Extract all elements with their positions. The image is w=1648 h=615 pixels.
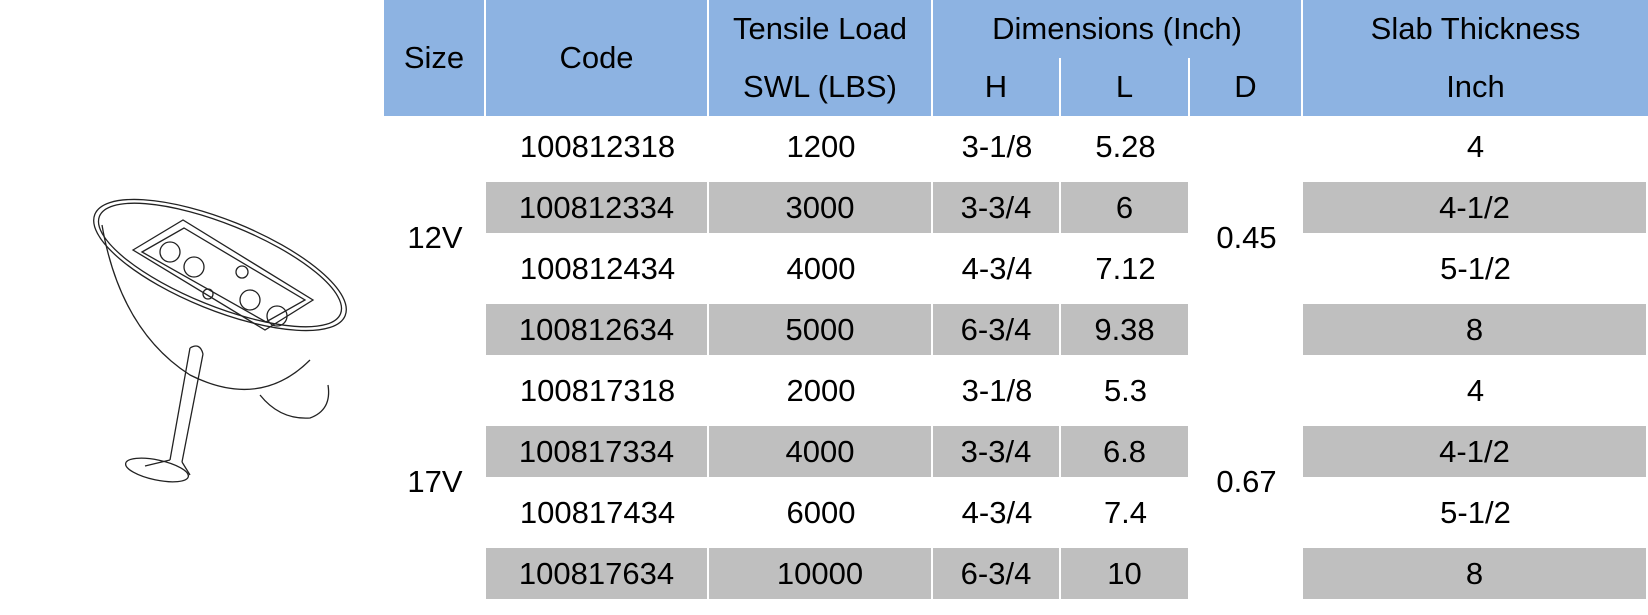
cell-slab: 8: [1303, 299, 1648, 360]
cell-code: 100817318: [486, 360, 709, 421]
cell-d: 0.45: [1190, 116, 1303, 360]
header-swl: SWL (LBS): [709, 58, 933, 116]
cell-h: 6-3/4: [933, 543, 1061, 604]
cell-swl: 3000: [709, 177, 933, 238]
cell-slab: 4-1/2: [1303, 421, 1648, 482]
cell-code: 100812318: [486, 116, 709, 177]
header-dimensions: Dimensions (Inch): [933, 0, 1303, 58]
header-tensile-load: Tensile Load: [709, 0, 933, 58]
cell-l: 6: [1061, 177, 1190, 238]
table-row: 100817334 4000 3-3/4 6.8 4-1/2: [384, 421, 1648, 482]
cell-slab: 4: [1303, 116, 1648, 177]
cell-l: 10: [1061, 543, 1190, 604]
header-row-1: Size Code Tensile Load Dimensions (Inch)…: [384, 0, 1648, 116]
header-h: H: [933, 58, 1061, 116]
header-l: L: [1061, 58, 1190, 116]
cell-h: 3-3/4: [933, 177, 1061, 238]
table-row: 100817634 10000 6-3/4 10 8: [384, 543, 1648, 604]
cell-l: 9.38: [1061, 299, 1190, 360]
table-row: 100812434 4000 4-3/4 7.12 5-1/2: [384, 238, 1648, 299]
header-size: Size: [384, 0, 486, 116]
cell-h: 3-1/8: [933, 360, 1061, 421]
cell-swl: 4000: [709, 238, 933, 299]
anchor-spec-table: Size Code Tensile Load Dimensions (Inch)…: [384, 0, 1648, 604]
cell-swl: 4000: [709, 421, 933, 482]
cell-slab: 4: [1303, 360, 1648, 421]
cell-l: 6.8: [1061, 421, 1190, 482]
table-row: 100812634 5000 6-3/4 9.38 8: [384, 299, 1648, 360]
cell-d: 0.67: [1190, 360, 1303, 604]
table-row: 17V 100817318 2000 3-1/8 5.3 0.67 4: [384, 360, 1648, 604]
cell-l: 7.4: [1061, 482, 1190, 543]
cell-slab: 8: [1303, 543, 1648, 604]
cell-h: 3-1/8: [933, 116, 1061, 177]
cell-size: 17V: [384, 360, 486, 604]
cell-l: 5.3: [1061, 360, 1190, 421]
lifting-anchor-illustration: [93, 198, 347, 483]
cell-slab: 5-1/2: [1303, 238, 1648, 299]
cell-swl: 10000: [709, 543, 933, 604]
header-slab-thickness: Slab Thickness: [1303, 0, 1648, 58]
cell-l: 7.12: [1061, 238, 1190, 299]
cell-size: 12V: [384, 116, 486, 360]
cell-code: 100812434: [486, 238, 709, 299]
cell-swl: 5000: [709, 299, 933, 360]
cell-h: 4-3/4: [933, 238, 1061, 299]
cell-code: 100817334: [486, 421, 709, 482]
cell-code: 100812334: [486, 177, 709, 238]
cell-swl: 2000: [709, 360, 933, 421]
header-code: Code: [486, 0, 709, 116]
header-inch: Inch: [1303, 58, 1648, 116]
cell-slab: 5-1/2: [1303, 482, 1648, 543]
cell-l: 5.28: [1061, 116, 1190, 177]
cell-h: 6-3/4: [933, 299, 1061, 360]
table-row: 12V 100812318 1200 3-1/8 5.28 0.45 4: [384, 116, 1648, 360]
cell-code: 100817634: [486, 543, 709, 604]
cell-code: 100812634: [486, 299, 709, 360]
header-d: D: [1190, 58, 1303, 116]
cell-slab: 4-1/2: [1303, 177, 1648, 238]
cell-h: 4-3/4: [933, 482, 1061, 543]
table-row: 100817434 6000 4-3/4 7.4 5-1/2: [384, 482, 1648, 543]
cell-swl: 1200: [709, 116, 933, 177]
cell-code: 100817434: [486, 482, 709, 543]
table-row: 100812334 3000 3-3/4 6 4-1/2: [384, 177, 1648, 238]
header-row-2: SWL (LBS) H L D Inch: [384, 58, 1648, 116]
cell-swl: 6000: [709, 482, 933, 543]
cell-h: 3-3/4: [933, 421, 1061, 482]
